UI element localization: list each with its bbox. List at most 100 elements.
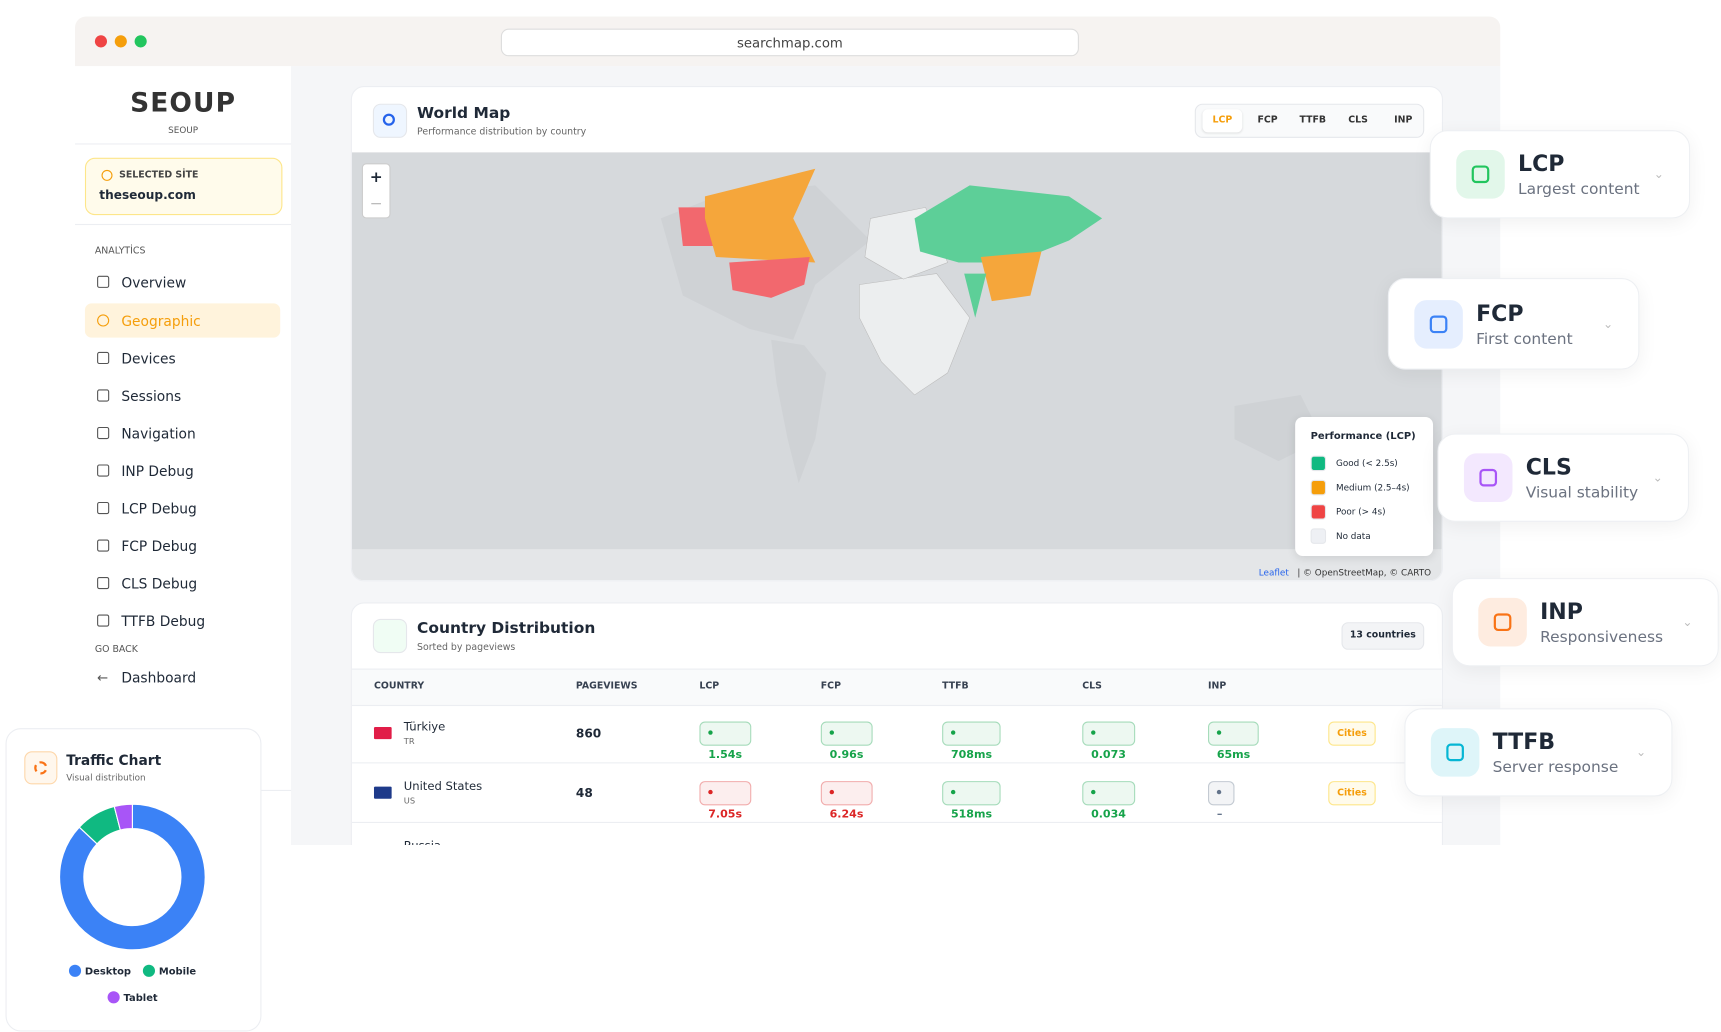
metric-card[interactable]: INP Responsiveness ⌄ (1451, 578, 1719, 667)
legend-swatch (142, 964, 155, 977)
column-header: TTFB (942, 680, 969, 692)
nav-item[interactable]: Geographic (121, 312, 201, 330)
icon-glyph (1471, 165, 1490, 184)
card-subtitle: Sorted by pageviews (417, 642, 516, 654)
zoom-out[interactable]: − (369, 195, 383, 213)
status-dot (1216, 730, 1222, 735)
metric-title: CLS (1525, 453, 1572, 480)
nav-icon (97, 501, 110, 515)
nav-item[interactable]: CLS Debug (121, 575, 198, 592)
country-name: United States (403, 779, 483, 794)
metric-tab[interactable]: CLS (1348, 114, 1368, 126)
nav-icon (97, 351, 110, 365)
country-name: Russia (404, 840, 441, 846)
address-bar[interactable]: searchmap.com (500, 28, 1079, 57)
legend-swatch (68, 964, 82, 977)
status-dot (708, 789, 713, 795)
chart-title: Traffic Chart (66, 751, 162, 769)
donut-chart: Desktop Mobile Tablet (59, 803, 206, 1004)
legend-label: Desktop (85, 967, 131, 978)
metric-badge: 0.96s (820, 721, 873, 761)
metric-card[interactable]: FCP First content ⌄ (1387, 278, 1640, 370)
metric-value: 1.54s (708, 749, 743, 762)
metric-badge: 1.54s (699, 721, 751, 761)
browser-toolbar: searchmap.com (75, 16, 1501, 67)
nav-item[interactable]: FCP Debug (121, 537, 197, 555)
metric-card[interactable]: TTFB Server response ⌄ (1404, 708, 1673, 797)
chevron: ⌄ (1652, 470, 1663, 485)
nav-item[interactable]: Devices (121, 350, 176, 367)
nav-item[interactable]: Sessions (121, 387, 182, 405)
metric-badge: – (1208, 781, 1235, 821)
legend-label: Poor (> 4s) (1335, 506, 1386, 517)
minimize-button[interactable] (114, 35, 127, 48)
legend-title: Performance (LCP) (1310, 431, 1416, 443)
pageviews: 48 (575, 786, 593, 801)
nav-item[interactable]: Dashboard (121, 669, 197, 686)
sidebar: SEOUP SEOUP SELECTED SİTE theseoup.com A… (75, 66, 293, 846)
metric-tab[interactable]: FCP (1257, 114, 1278, 126)
card-subtitle: Performance distribution by country (417, 126, 587, 138)
column-header: INP (1208, 680, 1227, 692)
metric-title: INP (1540, 597, 1583, 625)
cities-button[interactable]: Cities (1328, 721, 1376, 746)
metric-icon (1456, 150, 1505, 199)
status-dot (829, 730, 835, 735)
selected-site[interactable]: SELECTED SİTE theseoup.com (84, 157, 283, 216)
metric-tab[interactable]: INP (1394, 114, 1413, 126)
metric-card[interactable]: LCP Largest content ⌄ (1429, 130, 1691, 219)
metric-badge: 0.073 (1082, 721, 1135, 761)
chevron: ⌄ (1602, 316, 1614, 331)
metric-title: TTFB (1492, 728, 1556, 755)
nav-item[interactable]: LCP Debug (121, 500, 197, 517)
legend-swatch (1310, 455, 1327, 472)
nav-item[interactable]: Overview (121, 274, 187, 291)
nav-item[interactable]: INP Debug (121, 462, 194, 480)
nav-active-bg (84, 303, 281, 338)
nav-icon (97, 614, 110, 627)
metric-icon (1430, 728, 1480, 777)
column-header: COUNTRY (373, 680, 425, 692)
icon-glyph (1446, 743, 1464, 762)
metric-badge: 518ms (942, 781, 1001, 821)
cities-button[interactable]: Cities (1328, 781, 1376, 806)
chevron: ⌄ (1653, 167, 1664, 182)
nav-item[interactable]: TTFB Debug (121, 612, 206, 630)
map-legend: Performance (LCP) Good (< 2.5s) Medium (2… (1295, 417, 1434, 557)
chevron: ⌄ (1682, 615, 1693, 630)
row-divider (351, 762, 1442, 764)
metric-badge: 6.24s (820, 781, 873, 821)
metric-subtitle: Server response (1492, 759, 1619, 777)
close-button[interactable] (94, 35, 108, 48)
metric-tab[interactable]: TTFB (1299, 114, 1327, 126)
status-dot (950, 730, 956, 735)
status-dot (1091, 730, 1096, 735)
map[interactable] (351, 152, 1442, 581)
zoom-in[interactable]: + (369, 168, 383, 187)
metric-value: 708ms (950, 749, 993, 762)
metric-card[interactable]: CLS Visual stability ⌄ (1437, 433, 1689, 522)
flag (373, 727, 392, 740)
traffic-card: Traffic Chart Visual distribution Deskto… (5, 728, 262, 1032)
column-header: CLS (1082, 680, 1102, 692)
legend-swatch (1310, 479, 1327, 496)
metric-icon (1414, 299, 1463, 349)
nav-item[interactable]: Navigation (121, 425, 196, 442)
attribution-link[interactable]: Leaflet (1258, 567, 1289, 578)
metric-badge: 7.05s (699, 781, 751, 821)
maximize-button[interactable] (134, 35, 147, 48)
metric-tab[interactable]: LCP (1202, 109, 1243, 133)
metric-value: – (1216, 808, 1223, 821)
map-card: World Map Performance distribution by co… (350, 86, 1443, 582)
metric-subtitle: Largest content (1518, 180, 1640, 199)
legend-label: No data (1335, 531, 1371, 542)
table-header (351, 668, 1442, 707)
chart-subtitle: Visual distribution (66, 772, 146, 783)
metric-value: 65ms (1216, 749, 1251, 762)
legend-swatch (1310, 528, 1327, 544)
legend-swatch (107, 991, 120, 1004)
nav-icon (97, 576, 110, 590)
legend-label: Tablet (124, 993, 158, 1004)
card-title: Country Distribution (417, 619, 596, 638)
